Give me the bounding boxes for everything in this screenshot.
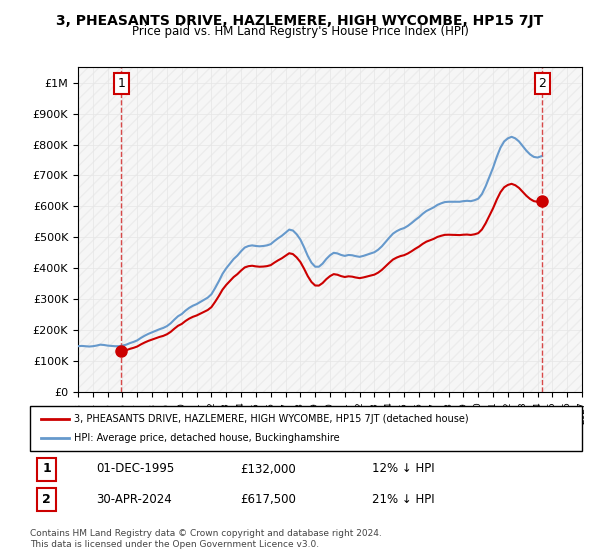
Text: 2: 2 xyxy=(42,493,51,506)
Text: 2: 2 xyxy=(539,77,547,90)
Text: 3, PHEASANTS DRIVE, HAZLEMERE, HIGH WYCOMBE, HP15 7JT (detached house): 3, PHEASANTS DRIVE, HAZLEMERE, HIGH WYCO… xyxy=(74,413,469,423)
Text: Contains HM Land Registry data © Crown copyright and database right 2024.
This d: Contains HM Land Registry data © Crown c… xyxy=(30,529,382,549)
Text: 30-APR-2024: 30-APR-2024 xyxy=(96,493,172,506)
Text: 1: 1 xyxy=(42,463,51,475)
Text: 1: 1 xyxy=(118,77,125,90)
Text: HPI: Average price, detached house, Buckinghamshire: HPI: Average price, detached house, Buck… xyxy=(74,433,340,444)
Text: 01-DEC-1995: 01-DEC-1995 xyxy=(96,463,175,475)
Text: 21% ↓ HPI: 21% ↓ HPI xyxy=(372,493,435,506)
Text: Price paid vs. HM Land Registry's House Price Index (HPI): Price paid vs. HM Land Registry's House … xyxy=(131,25,469,38)
Text: 3, PHEASANTS DRIVE, HAZLEMERE, HIGH WYCOMBE, HP15 7JT: 3, PHEASANTS DRIVE, HAZLEMERE, HIGH WYCO… xyxy=(56,14,544,28)
Text: 12% ↓ HPI: 12% ↓ HPI xyxy=(372,463,435,475)
Text: £132,000: £132,000 xyxy=(240,463,296,475)
Text: £617,500: £617,500 xyxy=(240,493,296,506)
FancyBboxPatch shape xyxy=(30,406,582,451)
